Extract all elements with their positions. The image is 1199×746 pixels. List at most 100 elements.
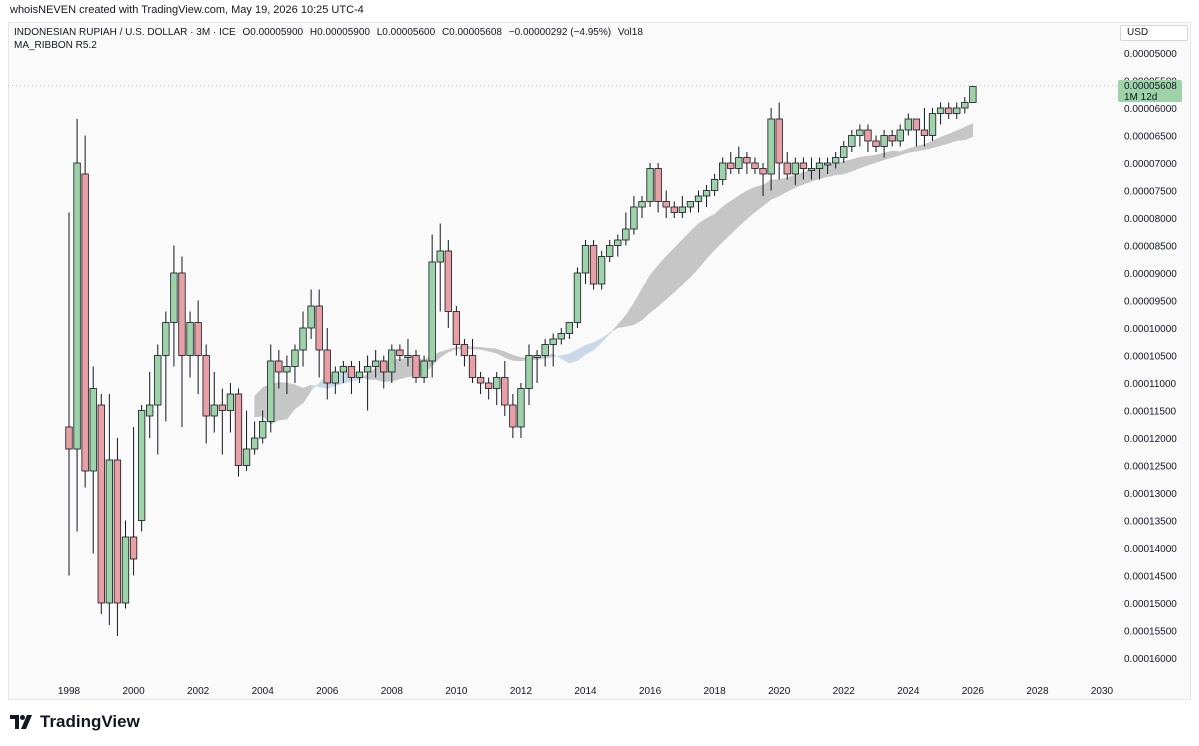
candle-body [275,360,283,373]
ribbon-segment [674,239,683,293]
candle-body [65,426,73,450]
candle [702,185,711,207]
candle-body [97,404,105,604]
candle-body [105,459,114,604]
ribbon-segment [569,349,578,364]
candle-body [945,107,953,114]
candle-body [710,179,719,191]
candle-body [727,162,735,169]
candle [186,311,194,378]
ribbon-segment [286,382,296,420]
ribbon-segment [875,152,885,163]
axis-layer: 0.000050000.000055000.000060000.00006500… [8,49,1177,697]
y-tick-label: 0.00012500 [1124,462,1177,473]
ribbon-segment [803,169,812,185]
candle-body [460,344,469,356]
candle-body [759,168,767,175]
x-tick-label: 2004 [252,686,275,697]
candle-body [888,135,896,142]
candle-body [614,239,622,246]
x-tick-label: 2026 [962,686,985,697]
ribbon-segment [778,177,788,197]
candle [953,102,961,119]
candle-body [444,250,452,312]
ribbon-segment [488,348,497,354]
candle [912,118,921,147]
candle [460,339,469,367]
candle [452,306,461,356]
candle-body [573,272,582,323]
x-tick-label: 2018 [704,686,727,697]
candle-body [162,322,170,356]
candle-body [509,404,517,428]
indicator-legend[interactable]: MA_RIBBON R5.2 [14,40,97,51]
candle-body [767,118,775,175]
y-tick-label: 0.00016000 [1124,654,1177,665]
candle [347,361,356,394]
candle [823,157,832,174]
symbol-legend: INDONESIAN RUPIAH / U.S. DOLLAR · 3M · I… [14,27,647,38]
candles [65,86,977,636]
currency-badge[interactable]: USD [1120,25,1188,41]
y-tick-label: 0.00008500 [1124,242,1177,253]
y-tick-label: 0.00013500 [1124,517,1177,528]
candle-body [121,536,130,604]
candle-body [493,377,501,389]
candle [646,163,654,207]
ribbon-segment [924,140,933,151]
candle [670,201,678,218]
x-tick-label: 2020 [768,686,791,697]
candle-body [315,305,323,351]
candle [589,240,598,290]
candle [178,256,186,427]
candle [533,350,541,383]
candle [291,344,299,383]
candle [662,190,670,218]
tradingview-brand[interactable]: TradingView [10,712,140,732]
candle [436,223,444,312]
candle [840,141,848,163]
candle [896,124,904,147]
symbol-name[interactable]: INDONESIAN RUPIAH / U.S. DOLLAR · 3M · I… [14,27,236,38]
candle-body [953,107,961,114]
candle-body [186,322,194,356]
candle [315,289,323,378]
y-tick-label: 0.00012000 [1124,434,1177,445]
candle-body [501,377,509,406]
candle [783,152,791,180]
candle-body [702,190,711,197]
candle-body [355,371,364,378]
candle-body [719,162,727,180]
candle-body [823,162,832,166]
ribbon-segment [649,264,659,314]
candle-body [476,377,485,384]
candle-body [654,168,662,202]
tradingview-logo-icon [10,715,34,729]
candle [517,383,525,438]
candle [573,267,582,328]
ribbon-segment [439,349,449,358]
candle-body [404,355,412,358]
candle [476,372,485,394]
x-tick-label: 1998 [58,686,81,697]
candle-body [259,421,267,439]
ribbon-segment [730,195,740,235]
candle [622,212,630,246]
ribbon-segment [399,357,409,380]
candle [872,135,880,152]
candle [727,152,735,174]
candle-body [961,102,969,109]
ribbon-segment [843,159,853,175]
candle-body [347,366,356,378]
ribbon-segment [617,314,627,329]
candle [557,328,565,345]
candle [323,328,331,400]
ohlc-close: C0.00005608 [441,27,502,38]
candle [686,201,695,213]
candle-body [533,355,541,358]
candle-body [815,162,824,169]
candle [832,152,840,169]
y-tick-label: 0.00014000 [1124,544,1177,555]
candle-body [363,366,372,373]
